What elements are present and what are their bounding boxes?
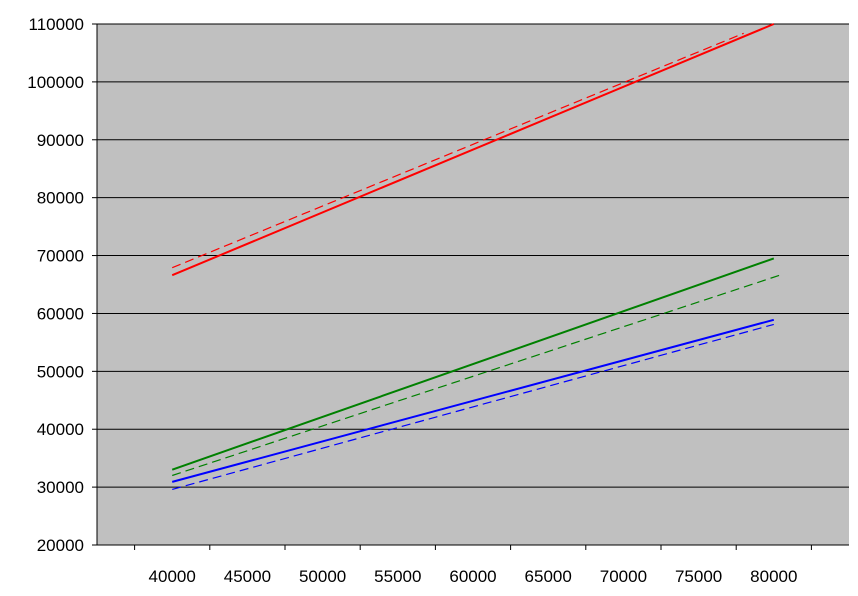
y-tick-label: 40000 [37, 420, 84, 439]
x-tick-label: 65000 [525, 567, 572, 586]
x-tick-label: 40000 [149, 567, 196, 586]
y-tick-label: 80000 [37, 189, 84, 208]
grid-lines [97, 23, 849, 488]
y-tick-label: 30000 [37, 478, 84, 497]
series-line-2 [171, 32, 744, 269]
series-line-6 [172, 323, 774, 490]
y-tick-label: 110000 [29, 15, 84, 34]
x-tick-label: 80000 [750, 567, 797, 586]
y-tick-label: 100000 [27, 73, 84, 92]
series-line-5 [171, 318, 775, 483]
x-tick-label: 75000 [675, 567, 722, 586]
y-tick-label: 70000 [37, 247, 84, 266]
x-tick-label: 70000 [600, 567, 647, 586]
series-lines [171, 23, 782, 490]
series-line-4 [172, 274, 782, 477]
y-tick-label: 90000 [37, 131, 84, 150]
series-line-1 [171, 23, 775, 277]
x-tick-label: 55000 [374, 567, 421, 586]
plot-area [97, 24, 849, 545]
y-tick-group: 20000 30000 40000 50000 60000 70000 80000 90000… [27, 15, 97, 555]
x-tick-label: 45000 [224, 567, 271, 586]
y-tick-label: 20000 [37, 536, 84, 555]
x-tick-group: 40000 45000 50000 55000 60000 65000 70000 75000… [134, 545, 812, 586]
x-tick-label: 60000 [449, 567, 496, 586]
series-line-3 [171, 257, 775, 471]
y-tick-label: 50000 [37, 362, 84, 381]
y-tick-label: 60000 [37, 304, 84, 323]
axes [96, 24, 849, 546]
x-tick-label: 50000 [299, 567, 346, 586]
